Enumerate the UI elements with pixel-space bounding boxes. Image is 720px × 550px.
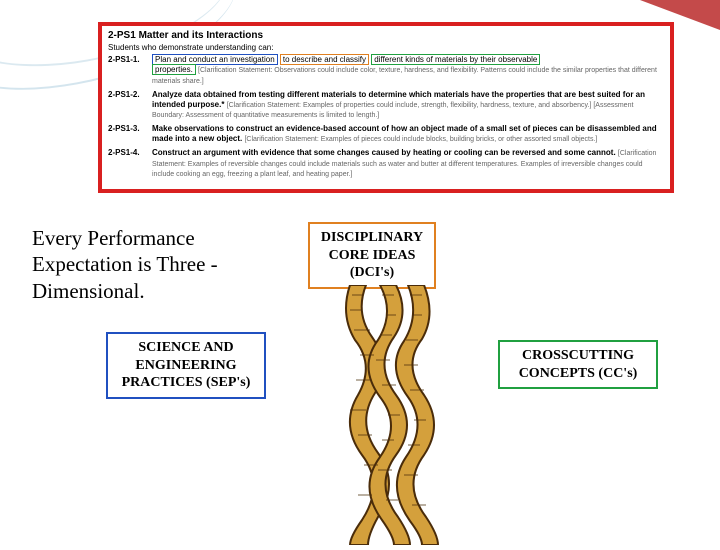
standard-text: Analyze data obtained from testing diffe… <box>152 90 664 122</box>
standard-text: Make observations to construct an eviden… <box>152 124 664 145</box>
standard-text: Construct an argument with evidence that… <box>152 148 664 180</box>
standard-code: 2-PS1-3. <box>108 124 152 145</box>
dci-label: DISCIPLINARY CORE IDEAS (DCI's) <box>308 222 436 289</box>
cc-label: CROSSCUTTING CONCEPTS (CC's) <box>498 340 658 389</box>
standards-subheader: Students who demonstrate understanding c… <box>108 43 664 52</box>
standard-code: 2-PS1-2. <box>108 90 152 122</box>
standards-header: 2-PS1 Matter and its Interactions <box>108 30 664 41</box>
standard-row: 2-PS1-4. Construct an argument with evid… <box>108 148 664 180</box>
rope-illustration <box>300 285 470 535</box>
standard-row: 2-PS1-3. Make observations to construct … <box>108 124 664 145</box>
standards-panel: 2-PS1 Matter and its Interactions Studen… <box>98 22 674 193</box>
dci-highlight: to describe and classify <box>280 54 369 65</box>
standard-text: Plan and conduct an investigation to des… <box>152 55 664 87</box>
standard-row: 2-PS1-2. Analyze data obtained from test… <box>108 90 664 122</box>
clarification: [Clarification Statement: Examples of pr… <box>152 102 633 120</box>
standard-code: 2-PS1-4. <box>108 148 152 180</box>
sep-label: SCIENCE AND ENGINEERING PRACTICES (SEP's… <box>106 332 266 399</box>
main-heading: Every Performance Expectation is Three -… <box>32 225 282 304</box>
standard-code: 2-PS1-1. <box>108 55 152 87</box>
clarification: [Clarification Statement: Observations c… <box>152 67 657 85</box>
cc-highlight: properties. <box>152 64 196 75</box>
cc-highlight: different kinds of materials by their ob… <box>371 54 540 65</box>
standard-row: 2-PS1-1. Plan and conduct an investigati… <box>108 55 664 87</box>
clarification: [Clarification Statement: Examples of pi… <box>244 136 597 143</box>
